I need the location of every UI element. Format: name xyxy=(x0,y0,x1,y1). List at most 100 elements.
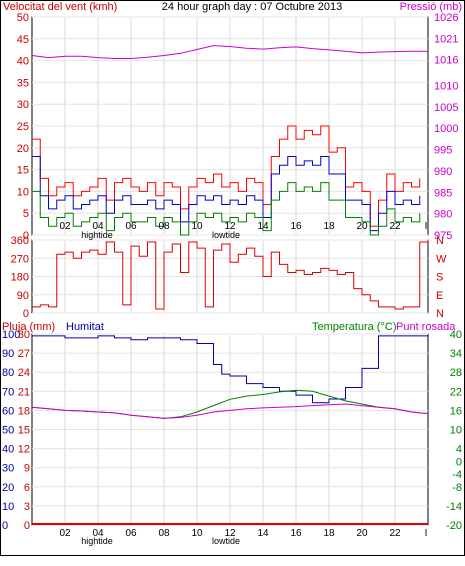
temp-y-tick--4: -4 xyxy=(452,469,462,481)
humidity-y-tick-30: 30 xyxy=(2,463,14,475)
lowtide-label-bottom: lowtide xyxy=(212,536,240,546)
pressure-y-tick-1010: 1010 xyxy=(434,80,458,92)
temp-y-tick-0: 0 xyxy=(456,456,462,468)
temp-y-tick--20: -20 xyxy=(446,520,462,532)
rain-y-tick-12: 12 xyxy=(18,444,30,456)
hightide-label-top: hightide xyxy=(81,230,113,240)
humidity-y-tick-90: 90 xyxy=(2,348,14,360)
temp-y-tick-16: 16 xyxy=(450,405,462,417)
wind-x-ticks: 02 04 06 08 10 12 14 16 18 20 22 I xyxy=(59,221,427,232)
rain-y-tick-18: 18 xyxy=(18,405,30,417)
rain-y-tick-3: 3 xyxy=(24,501,30,513)
thermo-x-tick-04: 04 xyxy=(92,528,104,539)
wind-y-tick-15: 15 xyxy=(17,165,29,177)
pressure-y-tick-1000: 1000 xyxy=(434,123,458,135)
direction-y-tick-0: 0 xyxy=(23,308,29,320)
thermo-x-ticks: 02 04 06 08 10 12 14 16 18 20 22 I xyxy=(59,528,427,539)
pressure-y-tick-980: 980 xyxy=(434,209,452,221)
thermo-x-tick-14: 14 xyxy=(257,528,269,539)
wind-x-tick-22: 22 xyxy=(389,221,401,232)
rain-y-tick-24: 24 xyxy=(18,367,30,379)
humidity-y-tick-60: 60 xyxy=(2,405,14,417)
dewpoint-axis-title: Punt rosada xyxy=(396,321,456,333)
temp-y-tick--8: -8 xyxy=(452,482,462,494)
wind-y-tick-0: 0 xyxy=(23,230,29,242)
pressure-y-tick-995: 995 xyxy=(434,145,452,157)
wind-x-tick-04: 04 xyxy=(92,221,104,232)
temp-y-tick--14: -14 xyxy=(446,501,462,513)
pressure-y-tick-1021: 1021 xyxy=(434,33,458,45)
wind-x-tick-16: 16 xyxy=(290,221,302,232)
humidity-y-tick-50: 50 xyxy=(2,425,14,437)
hightide-label-bottom: hightide xyxy=(81,536,113,546)
humidity-y-tick-100: 100 xyxy=(2,329,20,341)
wind-x-tick-14: 14 xyxy=(257,221,269,232)
lowtide-label-top: lowtide xyxy=(212,230,240,240)
humidity-y-tick-10: 10 xyxy=(2,501,14,513)
wind-y-tick-10: 10 xyxy=(17,186,29,198)
pressure-y-tick-975: 975 xyxy=(434,230,452,242)
axis-layer: 0510152025303540455097598098599099510001… xyxy=(2,12,462,532)
thermo-x-tick-10: 10 xyxy=(191,528,203,539)
wind-y-tick-20: 20 xyxy=(17,143,29,155)
rain-y-tick-6: 6 xyxy=(24,482,30,494)
wind-y-tick-40: 40 xyxy=(17,56,29,68)
compass-tick-1: W xyxy=(436,253,447,265)
wind-x-tick-02: 02 xyxy=(59,221,71,232)
wind-y-tick-25: 25 xyxy=(17,121,29,133)
wind-y-tick-35: 35 xyxy=(17,77,29,89)
humidity-y-tick-80: 80 xyxy=(2,367,14,379)
rain-y-tick-0: 0 xyxy=(24,520,30,532)
pressure-y-tick-990: 990 xyxy=(434,166,452,178)
series-humidity xyxy=(32,335,428,404)
humidity-axis-title: Humitat xyxy=(66,321,104,333)
wind-y-tick-30: 30 xyxy=(17,99,29,111)
temp-y-tick-22: 22 xyxy=(450,386,462,398)
thermo-x-tick-16: 16 xyxy=(290,528,302,539)
humidity-y-tick-40: 40 xyxy=(2,444,14,456)
wind-y-tick-5: 5 xyxy=(23,208,29,220)
series-wind_gust xyxy=(32,125,421,227)
temp-axis-title: Temperatura (°C) xyxy=(312,321,396,333)
series-dewpoint xyxy=(31,403,429,419)
rain-y-tick-15: 15 xyxy=(18,425,30,437)
direction-y-tick-270: 270 xyxy=(11,253,29,265)
wind-x-tick-10: 10 xyxy=(191,221,203,232)
graph-title: 24 hour graph day : 07 Octubre 2013 xyxy=(162,1,342,13)
pressure-y-tick-1005: 1005 xyxy=(434,102,458,114)
temp-y-tick-28: 28 xyxy=(450,367,462,379)
wind-x-tick-20: 20 xyxy=(356,221,368,232)
direction-y-tick-180: 180 xyxy=(11,272,29,284)
humidity-y-tick-70: 70 xyxy=(2,386,14,398)
humidity-y-tick-20: 20 xyxy=(2,482,14,494)
direction-y-tick-90: 90 xyxy=(17,290,29,302)
pressure-y-tick-1016: 1016 xyxy=(434,55,458,67)
direction-y-tick-360: 360 xyxy=(11,235,29,247)
rain-axis-title: Pluja (mm) xyxy=(2,321,55,333)
pressure-y-tick-1026: 1026 xyxy=(434,12,458,24)
thermo-x-tick-18: 18 xyxy=(323,528,335,539)
grid-layer xyxy=(32,16,428,526)
wind-x-tick-06: 06 xyxy=(125,221,137,232)
thermo-x-tick-02: 02 xyxy=(59,528,71,539)
wind-x-tick-I: I xyxy=(425,221,428,232)
rain-y-tick-9: 9 xyxy=(24,463,30,475)
compass-tick-3: E xyxy=(436,290,443,302)
thermo-x-tick-I: I xyxy=(425,528,428,539)
temp-y-tick-40: 40 xyxy=(450,329,462,341)
temp-y-tick-10: 10 xyxy=(450,425,462,437)
compass-tick-2: S xyxy=(436,272,443,284)
series-direction xyxy=(32,240,429,310)
rain-y-tick-30: 30 xyxy=(18,329,30,341)
thermo-x-tick-08: 08 xyxy=(158,528,170,539)
compass-tick-0: N xyxy=(436,235,444,247)
wind-x-tick-08: 08 xyxy=(158,221,170,232)
wind-y-tick-50: 50 xyxy=(17,12,29,24)
series-wind_avg xyxy=(32,156,421,232)
series-pressure xyxy=(31,45,428,59)
wind-x-tick-18: 18 xyxy=(323,221,335,232)
pressure-axis-title: Pressió (mb) xyxy=(400,1,462,13)
rain-y-tick-27: 27 xyxy=(18,348,30,360)
